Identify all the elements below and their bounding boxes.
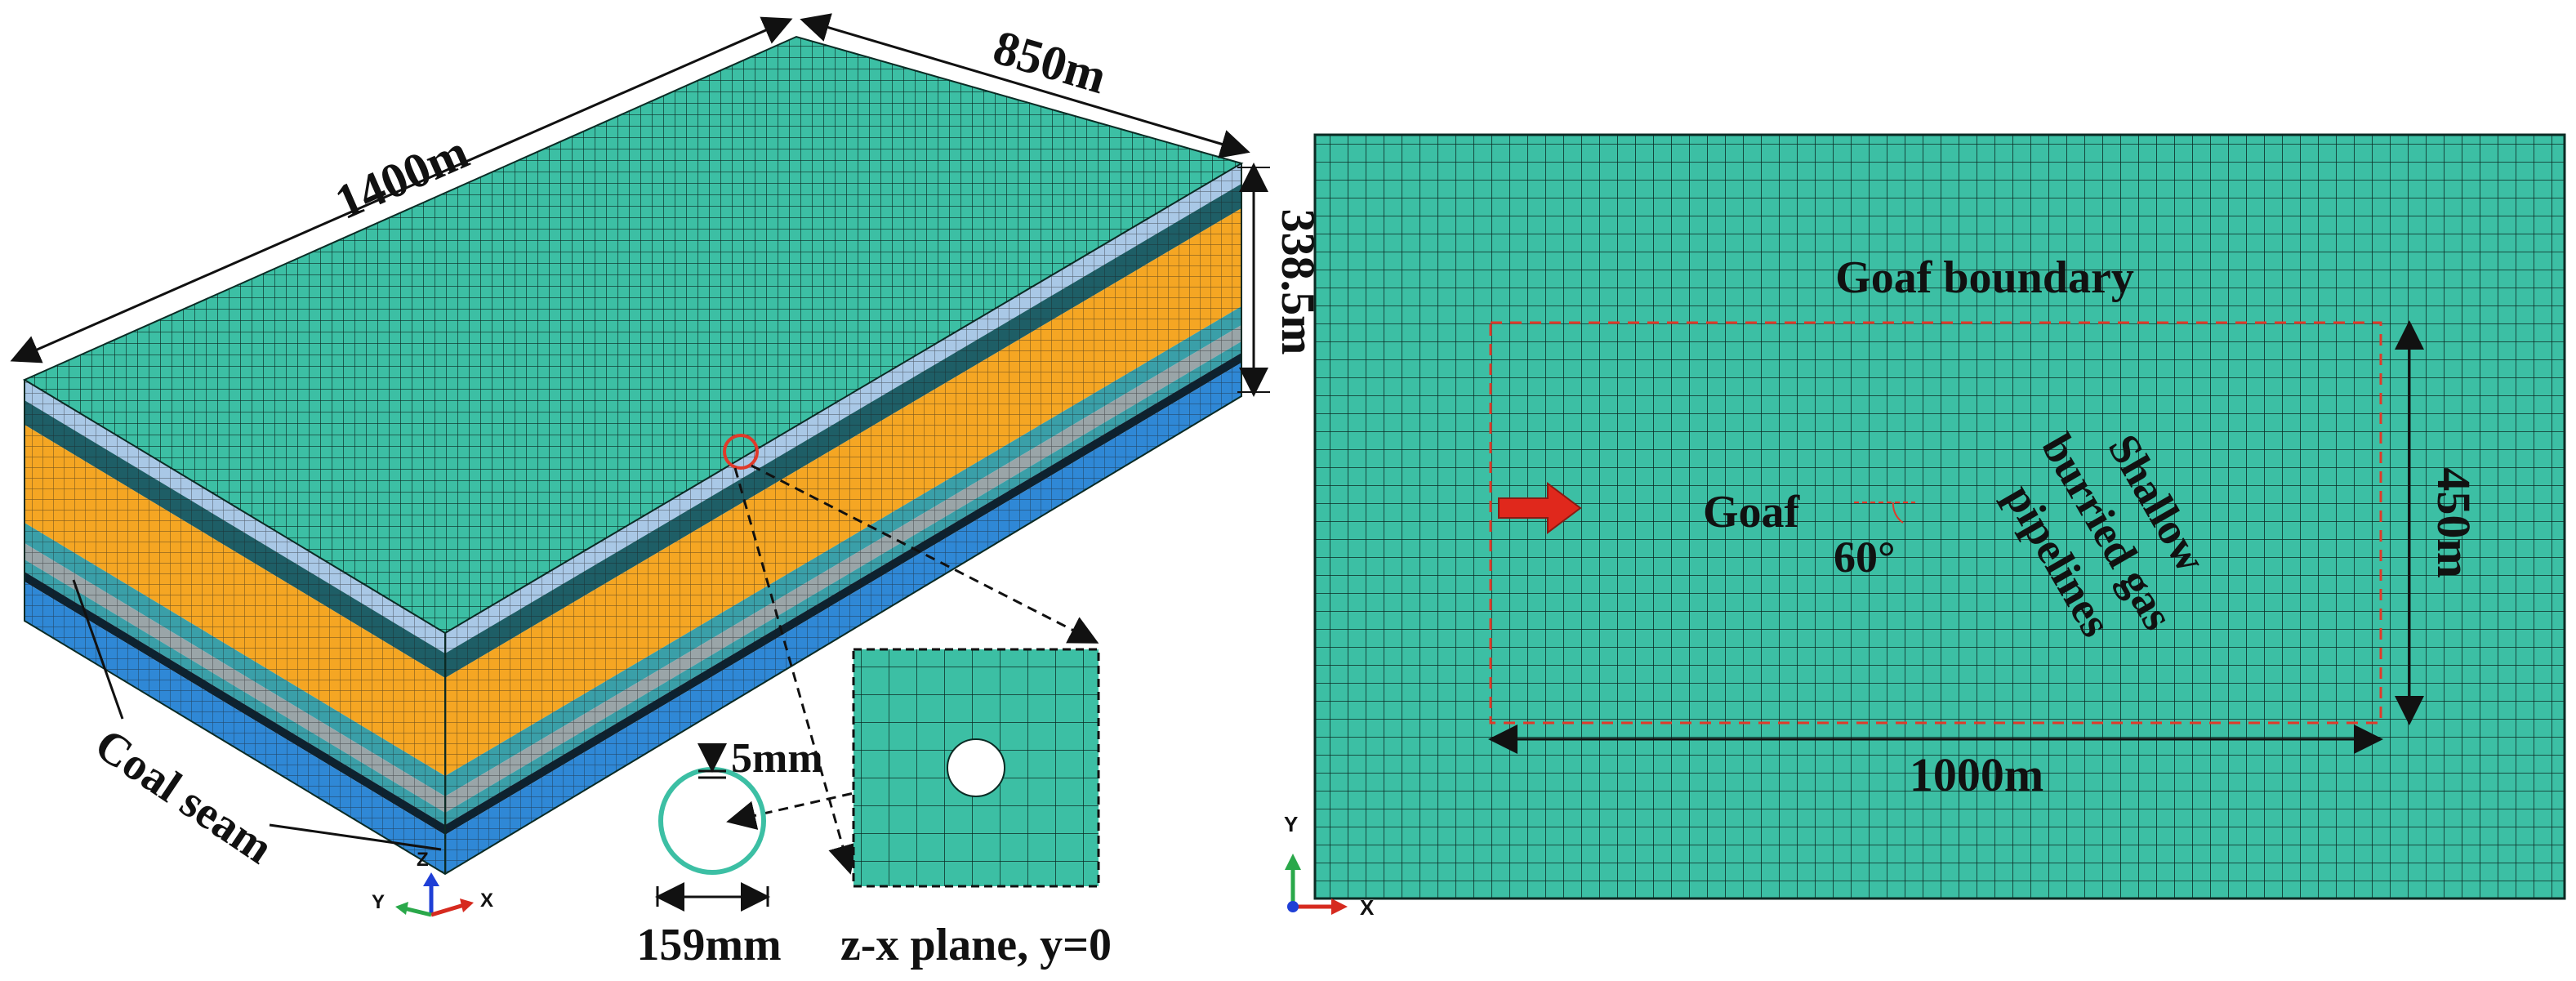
angle-mark: 60° [1834, 502, 1915, 582]
axis-z-label-left: Z [417, 849, 429, 871]
axis-x-label-left: X [480, 890, 493, 912]
zx-plane-inset [852, 648, 1100, 888]
axis-y-label-right: Y [1284, 812, 1298, 836]
axis-x-label-right: X [1360, 895, 1375, 920]
plan-view: Goaf boundary Goaf 60° Shallow burried g… [1313, 133, 2566, 900]
axis-triad-right: Y X [1284, 812, 1375, 920]
plan-dim-width-label: 1000m [1910, 748, 2043, 801]
pipe-location-marker [723, 434, 759, 470]
pipe-diameter-label: 159mm [636, 920, 781, 970]
goaf-label: Goaf [1703, 487, 1801, 537]
pipe-thickness-label: 5mm [731, 735, 823, 782]
advance-arrow [1498, 482, 1582, 534]
dim-width-label: 850m [987, 20, 1112, 104]
plan-dim-height-label: 450m [2427, 467, 2480, 577]
angle-label: 60° [1834, 533, 1896, 582]
goaf-boundary-rect [1489, 321, 2382, 725]
front-right-face [445, 163, 1241, 874]
plane-label: z-x plane, y=0 [840, 920, 1112, 970]
pipe-cross-section: 5mm 159mm [636, 735, 822, 970]
axis-triad-left: Z X Y [372, 849, 493, 917]
goaf-boundary-label: Goaf boundary [1835, 252, 2134, 303]
front-left-face [25, 380, 445, 874]
axis-y-label-left: Y [372, 891, 385, 913]
dim-height: 338.5m [1237, 163, 1325, 397]
